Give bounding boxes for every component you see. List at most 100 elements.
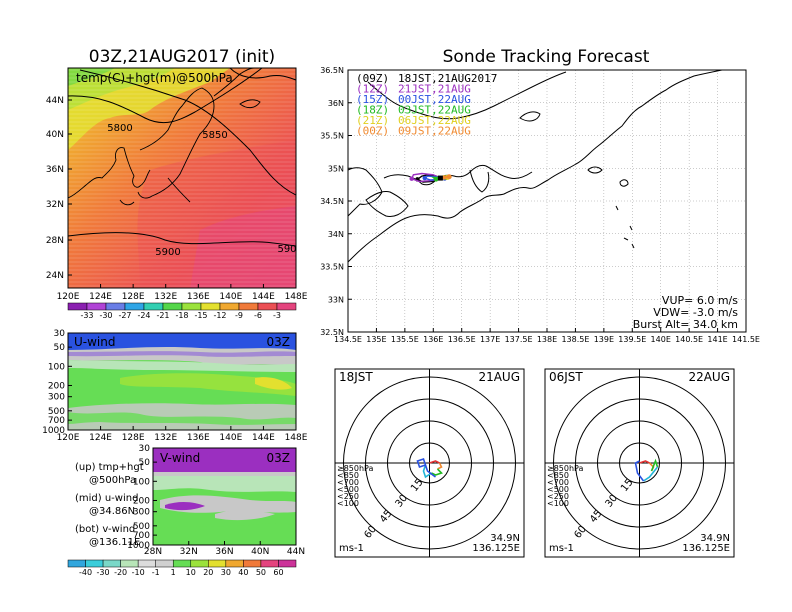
launch-site-marker [437, 175, 443, 181]
lat-tick-label: 33.5N [320, 263, 344, 272]
note-bot-a: (bot) v-wind [75, 524, 135, 535]
pressure-tick-label: 1000 [42, 426, 65, 436]
lon-tick-label: 134.5E [334, 335, 362, 344]
lat-tick-label: 34.5N [320, 197, 344, 206]
wind-colorbar-swatch [278, 559, 297, 568]
colorbar-swatch [257, 302, 278, 311]
launch-time: 21JST,21AUG [398, 83, 471, 96]
hodograph-lon: 136.125E [472, 543, 520, 554]
launch-time: 18JST,21AUG2017 [398, 72, 497, 85]
colorbar-swatch [67, 302, 88, 311]
colorbar-label: -18 [175, 311, 188, 320]
temp-map-lon-ticks: 120E 124E 128E 132E 136E 140E 144E 148E [57, 284, 308, 302]
colorbar-label: -24 [137, 311, 150, 320]
u-wind-time: 03Z [267, 335, 291, 349]
wind-colorbar: -40 -30 -20 -10 -1 1 10 20 30 40 50 60 [67, 559, 297, 577]
x-tick-label: 144E [252, 433, 275, 443]
lon-tick-label: 140E [651, 335, 671, 344]
wind-colorbar-swatch [120, 559, 139, 568]
launch-time-list: (09Z) 18JST,21AUG2017 (12Z) 21JST,21AUG (15Z… [356, 72, 497, 138]
pressure-tick-label: 700 [48, 416, 65, 426]
pressure-tick-label: 300 [48, 393, 65, 403]
x-tick-label: 44N [287, 547, 305, 557]
v-wind-time: 03Z [267, 451, 291, 465]
u-wind-frame [67, 332, 297, 431]
hodograph-level-legend: <100 [337, 499, 359, 508]
contour-label-5900: 5900 [155, 247, 180, 258]
lon-tick-label: 139E [594, 335, 614, 344]
stat-burst-alt: Burst Alt= 34.0 km [633, 318, 738, 331]
track-burst-point [409, 176, 414, 181]
contour-label-5850: 5850 [202, 130, 227, 141]
launch-tag: (12Z) [356, 83, 389, 96]
lon-tick-label: 136.5E [448, 335, 476, 344]
pressure-tick-label: 200 [133, 496, 150, 506]
x-tick-label: 128E [122, 433, 145, 443]
hodograph-time: 18JST [339, 370, 373, 384]
colorbar-swatch [276, 302, 297, 311]
colorbar-swatch [162, 302, 183, 311]
track-map-grid: 134.5E 135E 135.5E 136E 136.5E 137E 137.5E 138E… [320, 66, 760, 344]
track-burst-point [433, 177, 439, 182]
pressure-tick-label: 100 [133, 477, 150, 487]
lat-tick-label: 32.5N [320, 328, 344, 337]
hodograph-date: 21AUG [478, 370, 520, 384]
colorbar-swatch [200, 302, 221, 311]
colorbar-label: -6 [254, 311, 262, 320]
hodograph-units: ms-1 [339, 543, 364, 554]
wind-colorbar-swatch [102, 559, 121, 568]
hodograph-level-legend: <500 [547, 485, 569, 494]
colorbar-label: -21 [156, 311, 169, 320]
wind-colorbar-label: -20 [114, 568, 127, 577]
wind-colorbar-swatch [243, 559, 262, 568]
lon-tick-label: 132E [154, 292, 177, 302]
wind-colorbar-label: -10 [132, 568, 145, 577]
launch-time: 03JST,22AUG [398, 104, 471, 117]
lon-tick-label: 135E [366, 335, 386, 344]
lat-tick-label: 40N [46, 130, 64, 140]
track-map-frame [347, 69, 747, 333]
note-bot-b: @136.11E [89, 537, 140, 548]
lat-tick-label: 35N [328, 164, 344, 173]
temp-map-fill [68, 68, 296, 288]
hodograph-trace [639, 460, 650, 464]
x-tick-label: 140E [219, 433, 242, 443]
track-burst-point [442, 175, 447, 180]
v-wind-x-ticks: 28N 32N 36N 40N 44N [144, 541, 305, 557]
u-wind-label: U-wind [74, 335, 115, 349]
pressure-tick-label: 30 [139, 444, 151, 454]
lon-tick-label: 137E [480, 335, 500, 344]
launch-time: 00JST,22AUG [398, 93, 471, 106]
launch-tag: (15Z) [356, 93, 389, 106]
x-tick-label: 120E [57, 433, 80, 443]
temp-colorbar: -33 -30 -27 -24 -21 -18 -15 -12 -9 -6 -3 [67, 302, 297, 320]
sonde-tracks [409, 172, 452, 183]
lon-tick-label: 141.5E [732, 335, 760, 344]
hodograph-level-legend: <100 [547, 499, 569, 508]
wind-colorbar-label: 40 [238, 568, 248, 577]
hodograph-time: 06JST [549, 370, 583, 384]
colorbar-swatch [143, 302, 164, 311]
wind-colorbar-swatch [137, 559, 156, 568]
v-wind-fill [153, 448, 296, 545]
track-map-panel: 134.5E 135E 135.5E 136E 136.5E 137E 137.5E 138E… [320, 66, 760, 344]
wind-colorbar-label: 30 [221, 568, 231, 577]
launch-tag: (09Z) [356, 72, 389, 85]
hodograph-level-legend: ≥850hPa [547, 464, 584, 473]
wind-colorbar-label: 1 [171, 568, 176, 577]
contour-label-5800: 5800 [107, 123, 132, 134]
colorbar-swatch [86, 302, 107, 311]
launch-time: 09JST,22AUG [398, 125, 471, 138]
hodograph-level-legend: <850 [337, 471, 359, 480]
temp-map-frame [67, 67, 297, 289]
contour-label-590: 590 [277, 244, 296, 255]
hodograph-level-legend: <500 [337, 485, 359, 494]
panel-legend-notes: (up) tmp+hgt @500hPa (mid) u-wind @34.86… [75, 462, 144, 548]
pressure-tick-label: 100 [48, 362, 65, 372]
note-mid-a: (mid) u-wind [75, 493, 138, 504]
